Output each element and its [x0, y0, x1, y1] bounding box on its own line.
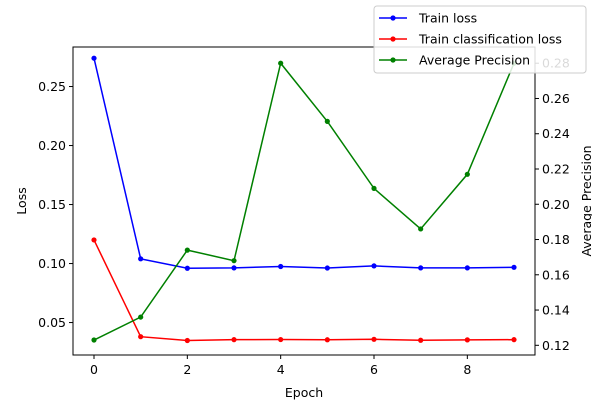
y-axis-label-right: Average Precision [579, 145, 592, 256]
y-tick-label-left: 0.25 [38, 79, 66, 94]
series-line-1 [93, 239, 515, 342]
series-point-2 [371, 185, 377, 191]
y-tick-label-right: 0.24 [542, 126, 570, 141]
x-tick-label: 0 [90, 362, 98, 377]
series-line-2 [93, 61, 515, 341]
series-point-2 [464, 171, 470, 177]
series-point-0 [324, 265, 330, 271]
x-tick-label: 8 [463, 362, 471, 377]
series-point-1 [91, 237, 97, 243]
series-point-2 [278, 60, 284, 66]
series-point-2 [324, 118, 330, 124]
y-axis-label-left: Loss [14, 187, 29, 214]
y-axis-right: 0.120.140.160.180.200.220.240.260.28 [535, 56, 570, 353]
y-axis-left: 0.05 0.10 0.15 0.20 0.25 [38, 79, 73, 330]
series-point-2 [231, 258, 237, 264]
legend-label: Train loss [418, 11, 477, 26]
series-point-1 [138, 334, 144, 340]
y-tick-label-left: 0.05 [38, 315, 66, 330]
y-tick-label-right: 0.26 [542, 91, 570, 106]
series-point-2 [91, 337, 97, 343]
series-point-1 [418, 337, 424, 343]
series-point-1 [278, 336, 284, 343]
legend-swatch-marker [390, 57, 396, 63]
legend-swatch-marker [390, 15, 396, 21]
legend-label: Train classification loss [418, 32, 562, 47]
series-point-1 [511, 337, 517, 343]
y-tick-label-right: 0.20 [542, 197, 570, 212]
y-tick-label-right: 0.16 [542, 267, 570, 282]
series-point-2 [184, 247, 190, 253]
y-tick-label-left: 0.15 [38, 197, 66, 212]
series-point-0 [464, 265, 470, 271]
series-layer [91, 55, 517, 344]
plot-frame [72, 46, 536, 356]
series-point-0 [371, 263, 377, 269]
series-point-0 [511, 264, 517, 270]
y-tick-label-right: 0.18 [542, 232, 570, 247]
series-point-1 [184, 337, 190, 344]
series-point-0 [184, 265, 190, 271]
y-tick-label-right: 0.12 [542, 338, 570, 353]
x-tick-label: 4 [277, 362, 285, 377]
series-point-0 [231, 265, 237, 271]
x-tick-label: 2 [183, 362, 191, 377]
legend: Train loss Train classification loss Avera… [373, 5, 587, 74]
series-point-1 [231, 337, 237, 343]
x-axis: 0 2 4 6 8 [90, 355, 471, 377]
y-tick-label-left: 0.10 [38, 256, 66, 271]
series-point-1 [324, 337, 330, 343]
series-point-0 [91, 55, 97, 61]
legend-box [373, 5, 587, 74]
series-point-2 [418, 226, 424, 232]
series-point-1 [464, 337, 470, 343]
y-tick-label-left: 0.20 [38, 138, 66, 153]
series-point-2 [138, 314, 144, 320]
legend-label: Average Precision [419, 53, 530, 68]
series-point-0 [278, 263, 284, 270]
y-tick-label-right: 0.14 [542, 303, 570, 318]
series-point-0 [418, 265, 424, 271]
y-tick-label-right: 0.22 [542, 162, 570, 177]
series-point-0 [138, 256, 144, 262]
x-axis-label: Epoch [285, 385, 323, 400]
series-point-1 [371, 336, 377, 342]
legend-swatch-marker [390, 36, 396, 42]
series-line-0 [93, 58, 515, 270]
x-tick-label: 6 [370, 362, 378, 377]
